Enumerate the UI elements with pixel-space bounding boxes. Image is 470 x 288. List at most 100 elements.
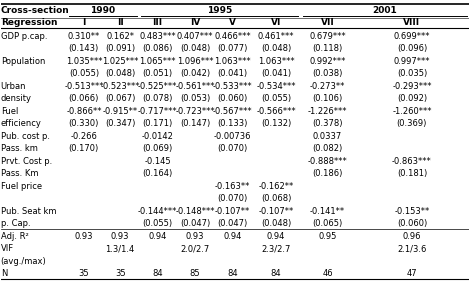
Text: -0.0142: -0.0142 [142, 132, 173, 141]
Text: -0.163**: -0.163** [215, 182, 251, 191]
Text: (0.077): (0.077) [218, 44, 248, 53]
Text: (0.171): (0.171) [142, 119, 173, 128]
Text: 0.93: 0.93 [75, 232, 93, 241]
Text: Pub. cost p.: Pub. cost p. [0, 132, 50, 141]
Text: (0.065): (0.065) [313, 219, 343, 228]
Text: 84: 84 [152, 269, 163, 278]
Text: V: V [229, 18, 236, 27]
Text: IV: IV [190, 18, 200, 27]
Text: -0.107**: -0.107** [258, 207, 294, 216]
Text: (0.133): (0.133) [218, 119, 248, 128]
Text: 1.3/1.4: 1.3/1.4 [106, 244, 135, 253]
Text: (0.055): (0.055) [142, 219, 173, 228]
Text: (0.118): (0.118) [313, 44, 343, 53]
Text: Pub. Seat km: Pub. Seat km [0, 207, 56, 216]
Text: 0.162*: 0.162* [106, 32, 134, 41]
Text: (0.041): (0.041) [261, 69, 291, 78]
Text: -0.561***: -0.561*** [175, 82, 215, 91]
Text: (0.164): (0.164) [142, 169, 173, 178]
Text: (0.048): (0.048) [180, 44, 210, 53]
Text: 1.065***: 1.065*** [140, 56, 176, 66]
Text: -0.567***: -0.567*** [213, 107, 252, 116]
Text: Fuel: Fuel [0, 107, 18, 116]
Text: -0.00736: -0.00736 [214, 132, 251, 141]
Text: (0.096): (0.096) [397, 44, 427, 53]
Text: 0.94: 0.94 [149, 232, 167, 241]
Text: VIII: VIII [403, 18, 421, 27]
Text: (0.347): (0.347) [105, 119, 135, 128]
Text: (0.047): (0.047) [180, 219, 210, 228]
Text: 1990: 1990 [90, 6, 115, 15]
Text: (0.048): (0.048) [105, 69, 135, 78]
Text: 84: 84 [227, 269, 238, 278]
Text: -0.266: -0.266 [70, 132, 97, 141]
Text: I: I [82, 18, 86, 27]
Text: (0.091): (0.091) [105, 44, 135, 53]
Text: -0.863***: -0.863*** [392, 157, 432, 166]
Text: 35: 35 [115, 269, 125, 278]
Text: (0.132): (0.132) [261, 119, 291, 128]
Text: (0.051): (0.051) [142, 69, 173, 78]
Text: 46: 46 [322, 269, 333, 278]
Text: 1.035***: 1.035*** [66, 56, 102, 66]
Text: Adj. R²: Adj. R² [0, 232, 29, 241]
Text: Cross-section: Cross-section [0, 6, 70, 15]
Text: Pass. km: Pass. km [0, 144, 38, 153]
Text: 47: 47 [407, 269, 417, 278]
Text: (0.068): (0.068) [261, 194, 291, 203]
Text: (0.070): (0.070) [218, 144, 248, 153]
Text: -0.293***: -0.293*** [392, 82, 431, 91]
Text: (0.181): (0.181) [397, 169, 427, 178]
Text: -0.723***: -0.723*** [175, 107, 215, 116]
Text: 84: 84 [271, 269, 282, 278]
Text: (0.078): (0.078) [142, 94, 173, 103]
Text: Population: Population [0, 56, 45, 66]
Text: -1.226***: -1.226*** [308, 107, 347, 116]
Text: III: III [153, 18, 163, 27]
Text: -0.141**: -0.141** [310, 207, 345, 216]
Text: Prvt. Cost p.: Prvt. Cost p. [0, 157, 52, 166]
Text: -0.533***: -0.533*** [213, 82, 252, 91]
Text: 1995: 1995 [207, 6, 232, 15]
Text: VIF: VIF [0, 244, 14, 253]
Text: -0.145: -0.145 [144, 157, 171, 166]
Text: 0.93: 0.93 [111, 232, 129, 241]
Text: (0.369): (0.369) [397, 119, 427, 128]
Text: 0.699***: 0.699*** [394, 32, 430, 41]
Text: 0.94: 0.94 [267, 232, 285, 241]
Text: 0.997***: 0.997*** [394, 56, 430, 66]
Text: (0.143): (0.143) [69, 44, 99, 53]
Text: N: N [0, 269, 7, 278]
Text: -0.888***: -0.888*** [308, 157, 347, 166]
Text: 0.0337: 0.0337 [313, 132, 342, 141]
Text: Pass. Km: Pass. Km [0, 169, 38, 178]
Text: (0.086): (0.086) [142, 44, 173, 53]
Text: (0.047): (0.047) [218, 219, 248, 228]
Text: VII: VII [321, 18, 335, 27]
Text: (0.147): (0.147) [180, 119, 210, 128]
Text: -0.717***: -0.717*** [138, 107, 178, 116]
Text: 1.063***: 1.063*** [258, 56, 294, 66]
Text: density: density [0, 94, 31, 103]
Text: (0.048): (0.048) [261, 44, 291, 53]
Text: 0.95: 0.95 [318, 232, 337, 241]
Text: -0.273**: -0.273** [310, 82, 345, 91]
Text: Regression: Regression [0, 18, 57, 27]
Text: Fuel price: Fuel price [0, 182, 42, 191]
Text: 1.096***: 1.096*** [177, 56, 213, 66]
Text: 0.96: 0.96 [403, 232, 421, 241]
Text: -0.915**: -0.915** [102, 107, 138, 116]
Text: (0.170): (0.170) [69, 144, 99, 153]
Text: -0.525***: -0.525*** [138, 82, 177, 91]
Text: 0.483***: 0.483*** [140, 32, 176, 41]
Text: 1.025***: 1.025*** [102, 56, 138, 66]
Text: (0.066): (0.066) [69, 94, 99, 103]
Text: (0.055): (0.055) [69, 69, 99, 78]
Text: (0.082): (0.082) [313, 144, 343, 153]
Text: VI: VI [271, 18, 281, 27]
Text: 85: 85 [190, 269, 201, 278]
Text: 0.310**: 0.310** [68, 32, 100, 41]
Text: 0.992***: 0.992*** [309, 56, 346, 66]
Text: (0.060): (0.060) [218, 94, 248, 103]
Text: (0.041): (0.041) [218, 69, 248, 78]
